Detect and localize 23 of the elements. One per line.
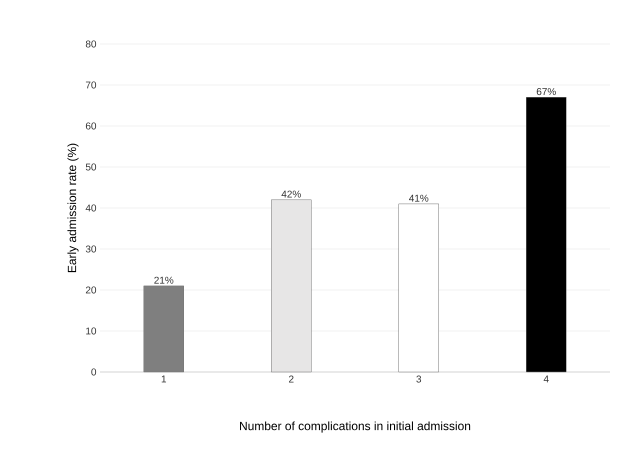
x-tick-label: 1	[162, 376, 166, 382]
data-label: 21%	[154, 276, 174, 284]
y-tick-label: 50	[86, 163, 96, 171]
bar	[526, 97, 567, 372]
x-tick-label: 2	[288, 376, 294, 382]
x-tick-label: 4	[544, 376, 549, 382]
bar	[144, 286, 184, 372]
data-label: 67%	[536, 88, 556, 96]
data-label: 41%	[409, 194, 428, 202]
x-tick-label: 3	[416, 376, 422, 383]
y-tick-label: 60	[86, 122, 96, 130]
x-axis-title: Number of complications in initial admission	[240, 421, 470, 433]
y-tick-label: 40	[86, 204, 96, 212]
y-tick-label: 0	[91, 368, 96, 376]
y-tick-label: 30	[86, 245, 96, 253]
y-tick-label: 80	[86, 40, 96, 48]
bar	[271, 200, 312, 372]
y-tick-label: 70	[86, 81, 96, 89]
bar	[398, 204, 440, 372]
y-tick-label: 10	[86, 327, 96, 335]
y-tick-label: 20	[86, 286, 96, 294]
data-label: 42%	[282, 190, 301, 198]
y-axis-title: Early admission rate (%)	[67, 144, 79, 272]
